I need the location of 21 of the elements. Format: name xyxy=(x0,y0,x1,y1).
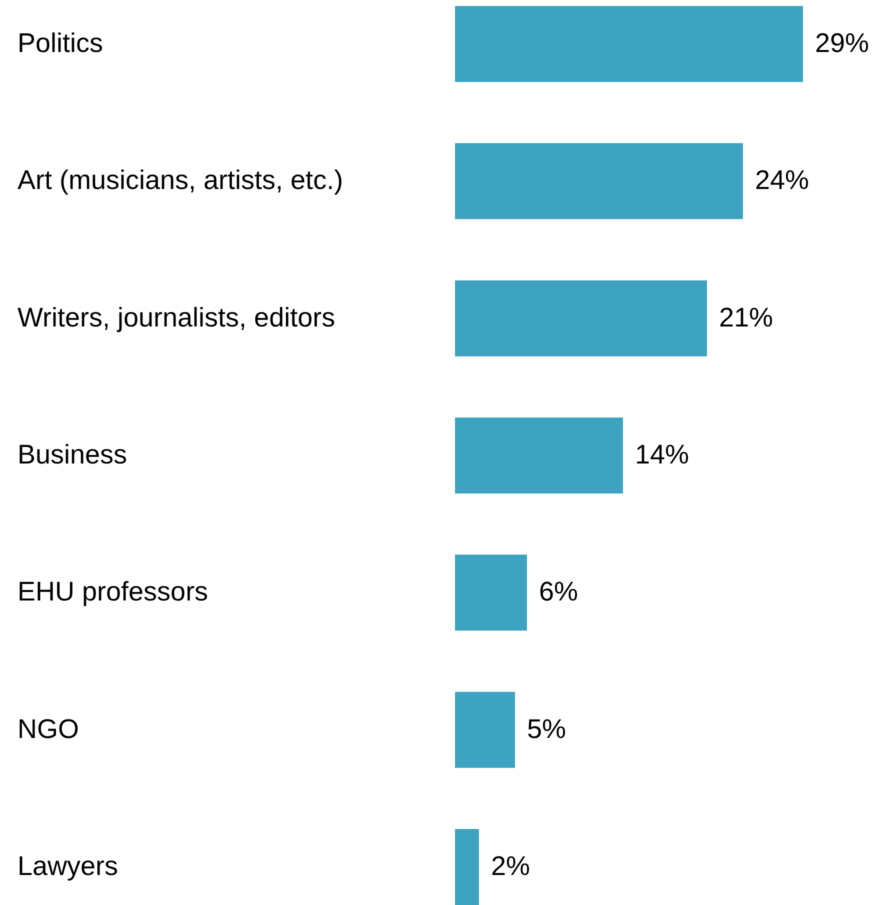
data-label: 2% xyxy=(491,851,530,882)
data-label: 24% xyxy=(755,165,810,196)
y-tick-label: Art (musicians, artists, etc.) xyxy=(18,165,344,196)
bar xyxy=(455,280,707,356)
data-label: 29% xyxy=(815,28,870,58)
y-tick-label: Politics xyxy=(18,28,104,58)
data-label: 14% xyxy=(635,440,690,470)
y-tick-label: Writers, journalists, editors xyxy=(18,302,336,332)
data-label: 6% xyxy=(539,576,578,607)
bar xyxy=(455,554,527,631)
y-tick-label: NGO xyxy=(18,714,80,744)
y-tick-label: Lawyers xyxy=(18,851,118,882)
data-label: 21% xyxy=(719,302,774,332)
bar xyxy=(455,418,623,494)
bar xyxy=(455,692,515,768)
data-label: 5% xyxy=(527,714,566,744)
y-tick-label: EHU professors xyxy=(18,576,208,607)
bar xyxy=(455,143,743,220)
bar xyxy=(455,829,479,905)
bar xyxy=(455,6,803,82)
y-tick-label: Business xyxy=(18,440,128,470)
